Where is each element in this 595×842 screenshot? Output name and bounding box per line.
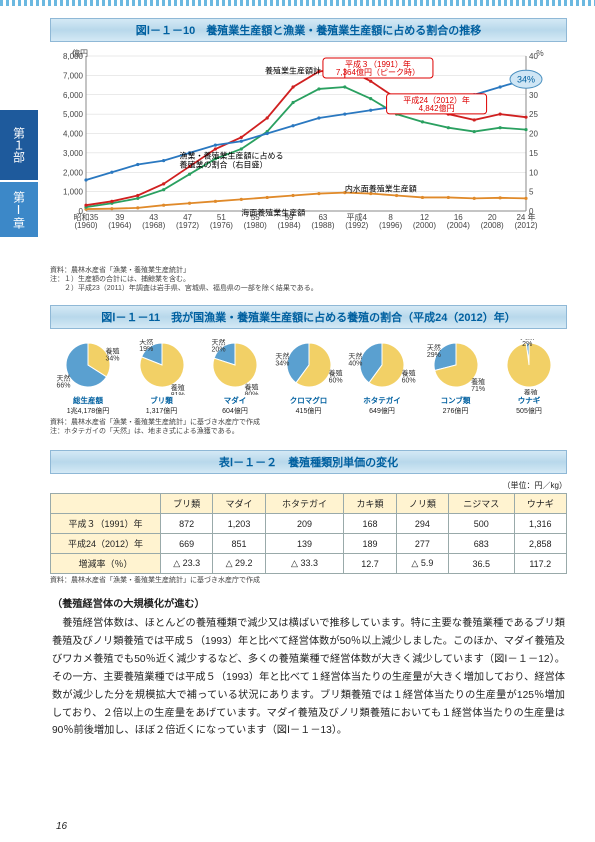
table-wrap: （単位：円／kg） ブリ類マダイホタテガイカキ類ノリ類ニジマスウナギ平成３（19…	[50, 480, 567, 585]
svg-text:10: 10	[529, 168, 538, 177]
svg-text:(1980): (1980)	[244, 221, 267, 230]
svg-text:34%: 34%	[106, 356, 120, 363]
svg-text:60%: 60%	[328, 378, 342, 385]
svg-text:20: 20	[529, 130, 538, 139]
chart1-svg: 01,0002,0003,0004,0005,0006,0007,0008,00…	[50, 48, 560, 243]
svg-text:2,000: 2,000	[63, 168, 84, 177]
svg-text:(1972): (1972)	[176, 221, 199, 230]
pie-item: 天然 19% 養殖 81% ブリ類1,317億円	[128, 339, 196, 416]
pie-item: 天然 66% 養殖 34% 総生産額1兆4,178億円	[54, 339, 122, 416]
svg-text:1,000: 1,000	[63, 188, 84, 197]
svg-text:29%: 29%	[426, 352, 440, 359]
svg-text:66%: 66%	[56, 383, 70, 390]
svg-text:天然: 天然	[275, 352, 289, 361]
svg-text:内水面養殖業生産額: 内水面養殖業生産額	[345, 184, 417, 194]
chart1-note-1: 注：１）生産額の合計には、捕鯨業を含む。	[50, 275, 567, 284]
svg-text:6,000: 6,000	[63, 91, 84, 100]
svg-text:海面養殖業生産額: 海面養殖業生産額	[241, 207, 305, 217]
svg-text:％: ％	[536, 49, 544, 58]
pies-note: 注：ホタテガイの「天然」は、地まき式による漁獲である。	[50, 427, 567, 436]
pies-source: 資料：農林水産省「漁業・養殖業生産統計」に基づき水産庁で作成	[50, 418, 567, 427]
svg-text:40%: 40%	[348, 361, 362, 368]
side-tab-part: 第１部	[0, 110, 38, 180]
body-paragraph-1: 養殖経営体数は、ほとんどの養殖種類で減少又は横ばいで推移しています。特に主要な養…	[52, 615, 565, 740]
pie-item: 天然 20% 養殖 80% マダイ604億円	[201, 339, 269, 416]
chart1-note-2: ２）平成23（2011）年調査は岩手県、宮城県、福島県の一部を除く結果である。	[50, 284, 567, 293]
svg-text:天然: 天然	[212, 339, 226, 346]
svg-text:養殖業生産額計: 養殖業生産額計	[265, 65, 321, 75]
svg-text:(1976): (1976)	[210, 221, 233, 230]
svg-text:7,000: 7,000	[63, 71, 84, 80]
svg-text:(1996): (1996)	[379, 221, 402, 230]
svg-text:養殖: 養殖	[170, 383, 184, 392]
body-text-block: （養殖経営体の大規模化が進む） 養殖経営体数は、ほとんどの養殖種類で減少又は横ば…	[50, 596, 567, 741]
svg-text:15: 15	[529, 149, 538, 158]
pie-item: 天然 29% 養殖 71% コンブ類276億円	[422, 339, 490, 416]
pie-item: 天然 2% 養殖 98% ウナギ505億円	[495, 339, 563, 416]
chart1-source: 資料：農林水産省「漁業・養殖業生産統計」	[50, 266, 567, 275]
svg-text:(1984): (1984)	[278, 221, 301, 230]
side-tabs: 第１部 第Ⅰ章	[0, 110, 40, 239]
page-number: 16	[56, 821, 67, 832]
svg-text:20%: 20%	[212, 347, 226, 354]
svg-text:7,364億円（ピーク時）: 7,364億円（ピーク時）	[336, 67, 420, 77]
pies-title: 図Ⅰ－１－11 我が国漁業・養殖業生産額に占める養殖の割合（平成24（2012）…	[50, 305, 567, 329]
pie-item: 天然 34% 養殖 60% クロマグロ415億円	[275, 339, 343, 416]
svg-text:5,000: 5,000	[63, 110, 84, 119]
svg-text:天然: 天然	[348, 352, 362, 361]
svg-text:(1968): (1968)	[142, 221, 165, 230]
pie-row: 天然 66% 養殖 34% 総生産額1兆4,178億円 天然 19% 養殖 81…	[50, 335, 567, 418]
svg-text:漁業・養殖業生産額に占める: 漁業・養殖業生産額に占める	[180, 151, 284, 161]
svg-text:34%: 34%	[517, 74, 535, 84]
svg-text:天然: 天然	[139, 339, 153, 346]
svg-text:天然: 天然	[56, 374, 70, 383]
svg-text:養殖業の割合（右目盛）: 養殖業の割合（右目盛）	[180, 160, 268, 170]
svg-text:(1960): (1960)	[74, 221, 97, 230]
table-title: 表Ⅰ－１－２ 養殖種類別単価の変化	[50, 450, 567, 474]
svg-text:4,000: 4,000	[63, 130, 84, 139]
svg-text:(1964): (1964)	[108, 221, 131, 230]
svg-text:25: 25	[529, 110, 538, 119]
table-unit: （単位：円／kg）	[50, 480, 567, 491]
svg-text:(2000): (2000)	[413, 221, 436, 230]
table-source: 資料：農林水産省「漁業・養殖業生産統計」に基づき水産庁で作成	[50, 576, 567, 585]
svg-text:19%: 19%	[139, 346, 153, 353]
svg-text:養殖: 養殖	[471, 377, 485, 386]
svg-text:養殖: 養殖	[402, 369, 416, 378]
svg-text:(1988): (1988)	[311, 221, 334, 230]
svg-text:3,000: 3,000	[63, 149, 84, 158]
svg-text:2%: 2%	[522, 341, 532, 348]
chart1-container: 01,0002,0003,0004,0005,0006,0007,0008,00…	[50, 48, 567, 248]
side-tab-chapter: 第Ⅰ章	[0, 182, 38, 237]
chart1-title: 図Ⅰ－１－10 養殖業生産額と漁業・養殖業生産額に占める割合の推移	[50, 18, 567, 42]
pie-item: 天然 40% 養殖 60% ホタテガイ649億円	[348, 339, 416, 416]
svg-text:養殖: 養殖	[106, 347, 120, 356]
svg-text:養殖: 養殖	[244, 383, 258, 392]
svg-text:30: 30	[529, 91, 538, 100]
svg-text:(2012): (2012)	[514, 221, 537, 230]
svg-text:80%: 80%	[244, 392, 258, 395]
svg-text:養殖: 養殖	[524, 388, 538, 395]
svg-text:天然: 天然	[426, 343, 440, 352]
svg-text:34%: 34%	[275, 361, 289, 368]
unit-price-table: ブリ類マダイホタテガイカキ類ノリ類ニジマスウナギ平成３（1991）年8721,2…	[50, 493, 567, 574]
body-heading: （養殖経営体の大規模化が進む）	[52, 596, 565, 614]
svg-text:(2008): (2008)	[481, 221, 504, 230]
svg-text:4,842億円: 4,842億円	[419, 103, 455, 113]
svg-text:(2004): (2004)	[447, 221, 470, 230]
svg-text:(1992): (1992)	[345, 221, 368, 230]
svg-text:養殖: 養殖	[328, 369, 342, 378]
svg-text:60%: 60%	[402, 378, 416, 385]
svg-text:71%: 71%	[471, 386, 485, 393]
svg-text:5: 5	[529, 188, 534, 197]
